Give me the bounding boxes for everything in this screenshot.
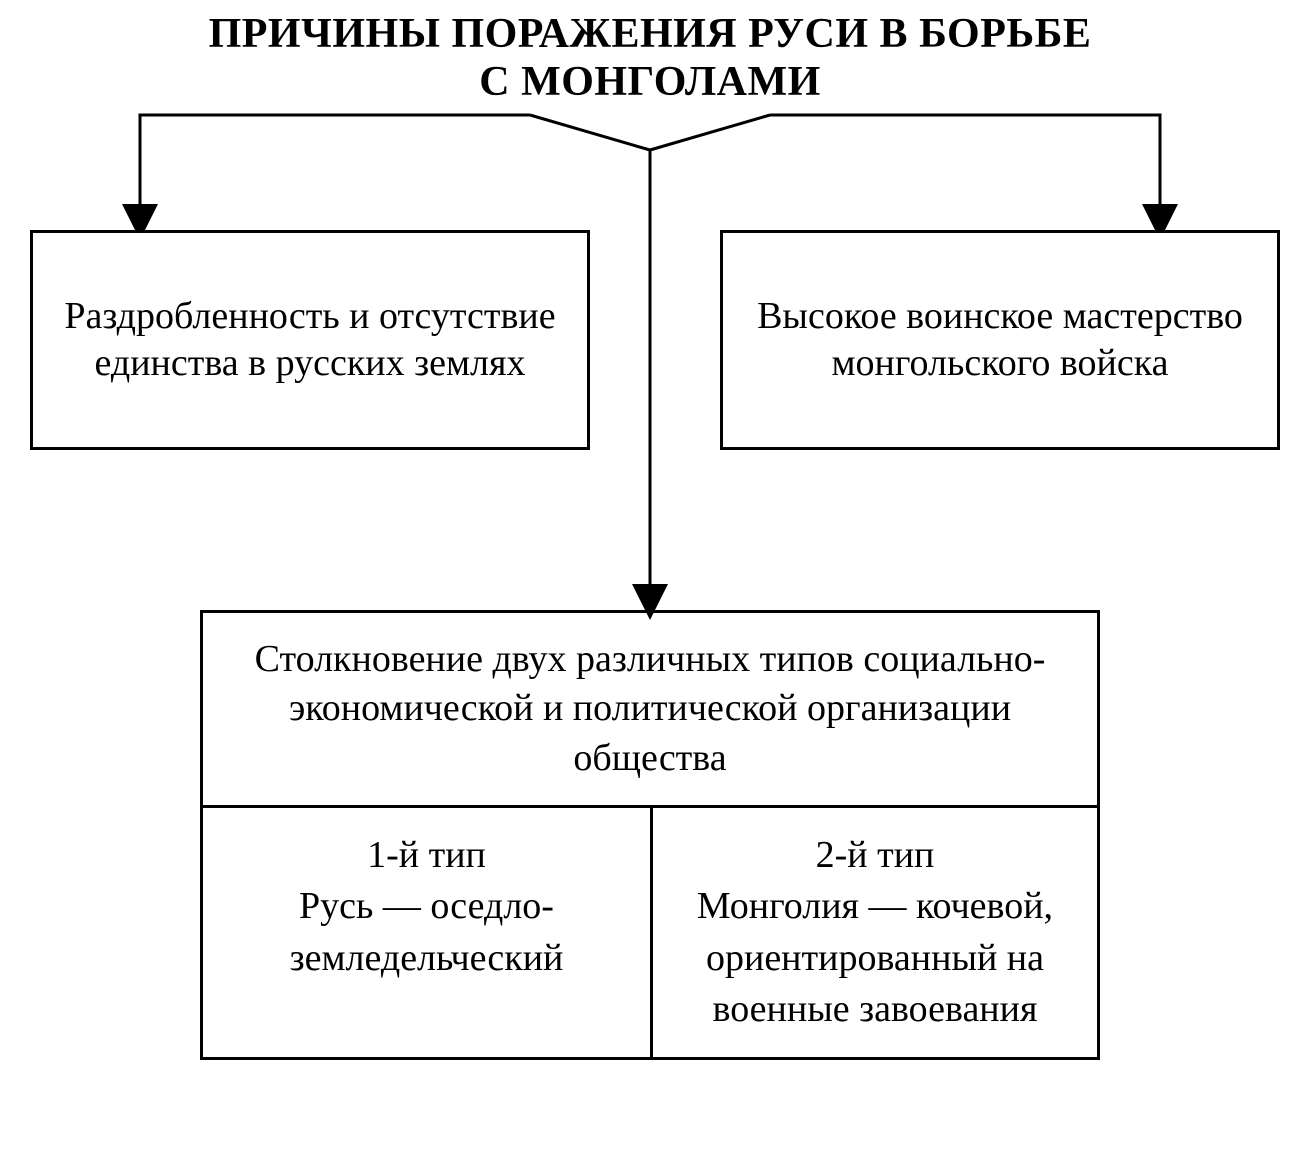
cause-text-fragmentation: Раздробленность и отсутствие единства в … xyxy=(57,293,563,388)
title-line2: С МОНГОЛАМИ xyxy=(479,59,821,105)
social-type-2-cell: 2-й тип Монголия — кочевой, ориентирован… xyxy=(650,808,1097,1057)
cause-box-military-skill: Высокое воинское мастерство монгольского… xyxy=(720,230,1280,450)
diagram-title: ПРИЧИНЫ ПОРАЖЕНИЯ РУСИ В БОРЬБЕ С МОНГОЛ… xyxy=(0,10,1300,107)
cause-box-fragmentation: Раздробленность и отсутствие единства в … xyxy=(30,230,590,450)
social-types-header-text: Столкновение двух различных типов социал… xyxy=(255,638,1046,779)
social-type-1-cell: 1-й тип Русь — оседло-земледельческий xyxy=(203,808,650,1057)
social-type-2-label: 2-й тип xyxy=(816,834,935,876)
diagram-canvas: ПРИЧИНЫ ПОРАЖЕНИЯ РУСИ В БОРЬБЕ С МОНГОЛ… xyxy=(0,0,1300,1160)
social-types-header: Столкновение двух различных типов социал… xyxy=(203,613,1097,808)
social-types-row: 1-й тип Русь — оседло-земледельческий 2-… xyxy=(203,808,1097,1057)
social-type-2-text: Монголия — кочевой, ориентированный на в… xyxy=(697,885,1053,1030)
social-type-1-label: 1-й тип xyxy=(367,834,486,876)
cause-box-social-types: Столкновение двух различных типов социал… xyxy=(200,610,1100,1060)
social-type-1-text: Русь — оседло-земледельческий xyxy=(290,885,564,978)
cause-text-military-skill: Высокое воинское мастерство монгольского… xyxy=(747,293,1253,388)
title-line1: ПРИЧИНЫ ПОРАЖЕНИЯ РУСИ В БОРЬБЕ xyxy=(209,11,1092,57)
